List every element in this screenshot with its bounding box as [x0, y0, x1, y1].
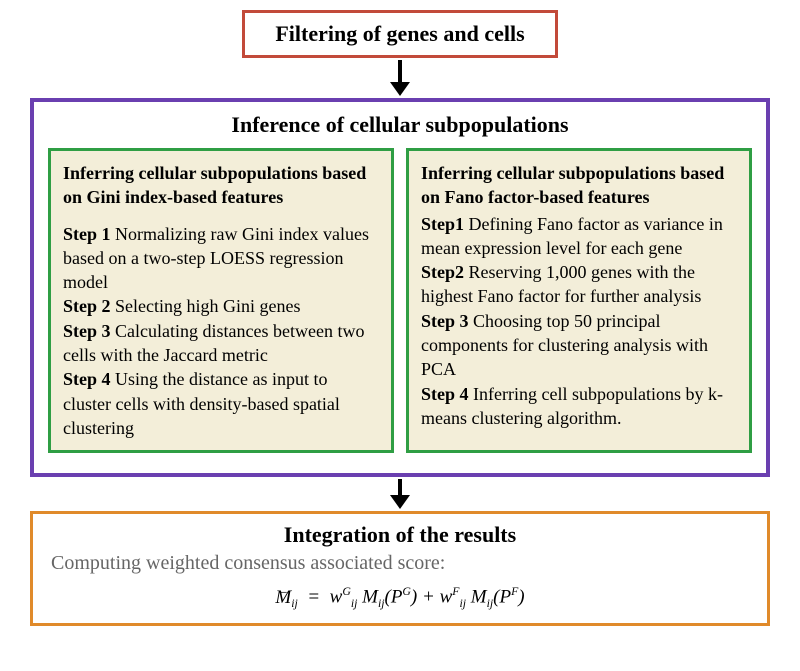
integration-title: Integration of the results [51, 522, 749, 548]
sub-ij: ij [351, 597, 358, 610]
arrow-shaft [398, 60, 402, 82]
gini-step: Step 3 Calculating distances between two… [63, 319, 379, 368]
formula-lhs: _ M [275, 587, 291, 609]
gini-step: Step 1 Normalizing raw Gini index values… [63, 222, 379, 295]
gini-steps: Step 1 Normalizing raw Gini index values… [63, 222, 379, 441]
fano-steps: Step1 Defining Fano factor as variance i… [421, 212, 737, 431]
step-text: Selecting high Gini genes [111, 296, 301, 316]
step-label: Step 1 [63, 224, 111, 244]
var-w: w [330, 587, 343, 608]
plus: + [422, 587, 435, 608]
integration-subtitle: Computing weighted consensus associated … [51, 552, 749, 575]
sub-ij: ij [378, 597, 385, 610]
gini-panel-title: Inferring cellular subpopulations based … [63, 161, 379, 210]
arrow-filter-to-infer [390, 60, 410, 96]
gini-panel: Inferring cellular subpopulations based … [48, 148, 394, 453]
step-label: Step 4 [63, 369, 111, 389]
sup-G: G [342, 585, 351, 598]
inference-box: Inference of cellular subpopulations Inf… [30, 98, 770, 477]
formula: _ M ij = wGij Mij(PG) + wFij Mij(PF) [51, 585, 749, 611]
step-label: Step 3 [421, 311, 469, 331]
sub-ij: ij [459, 597, 466, 610]
var-P: P [391, 587, 403, 608]
integration-box: Integration of the results Computing wei… [30, 511, 770, 626]
arrow-shaft [398, 479, 402, 495]
gini-step: Step 2 Selecting high Gini genes [63, 294, 379, 318]
sup-F: F [511, 585, 518, 598]
arrow-head-icon [390, 495, 410, 509]
gini-step: Step 4 Using the distance as input to cl… [63, 367, 379, 440]
fano-panel: Inferring cellular subpopulations based … [406, 148, 752, 453]
fano-step: Step 4 Inferring cell subpopulations by … [421, 382, 737, 431]
sub-ij: ij [487, 597, 494, 610]
fano-step: Step1 Defining Fano factor as variance i… [421, 212, 737, 261]
step-label: Step1 [421, 214, 464, 234]
var-P: P [499, 587, 511, 608]
step-label: Step 3 [63, 321, 111, 341]
step-text: Defining Fano factor as variance in mean… [421, 214, 723, 258]
fano-panel-title: Inferring cellular subpopulations based … [421, 161, 737, 210]
step-label: Step2 [421, 262, 464, 282]
arrow-infer-to-integrate [390, 479, 410, 509]
inference-title: Inference of cellular subpopulations [231, 112, 568, 138]
fano-step: Step2 Reserving 1,000 genes with the hig… [421, 260, 737, 309]
bar-icon: _ [275, 579, 291, 595]
var-M: M [362, 587, 378, 608]
arrow-head-icon [390, 82, 410, 96]
step-text: Reserving 1,000 genes with the highest F… [421, 262, 701, 306]
filter-box: Filtering of genes and cells [242, 10, 557, 58]
sub-ij: ij [291, 597, 298, 610]
fano-step: Step 3 Choosing top 50 principal compone… [421, 309, 737, 382]
var-w: w [440, 587, 453, 608]
step-label: Step 4 [421, 384, 469, 404]
sup-G: G [402, 585, 411, 598]
panels-row: Inferring cellular subpopulations based … [48, 148, 752, 453]
equals: = [307, 587, 320, 608]
step-label: Step 2 [63, 296, 111, 316]
var-M: M [471, 587, 487, 608]
